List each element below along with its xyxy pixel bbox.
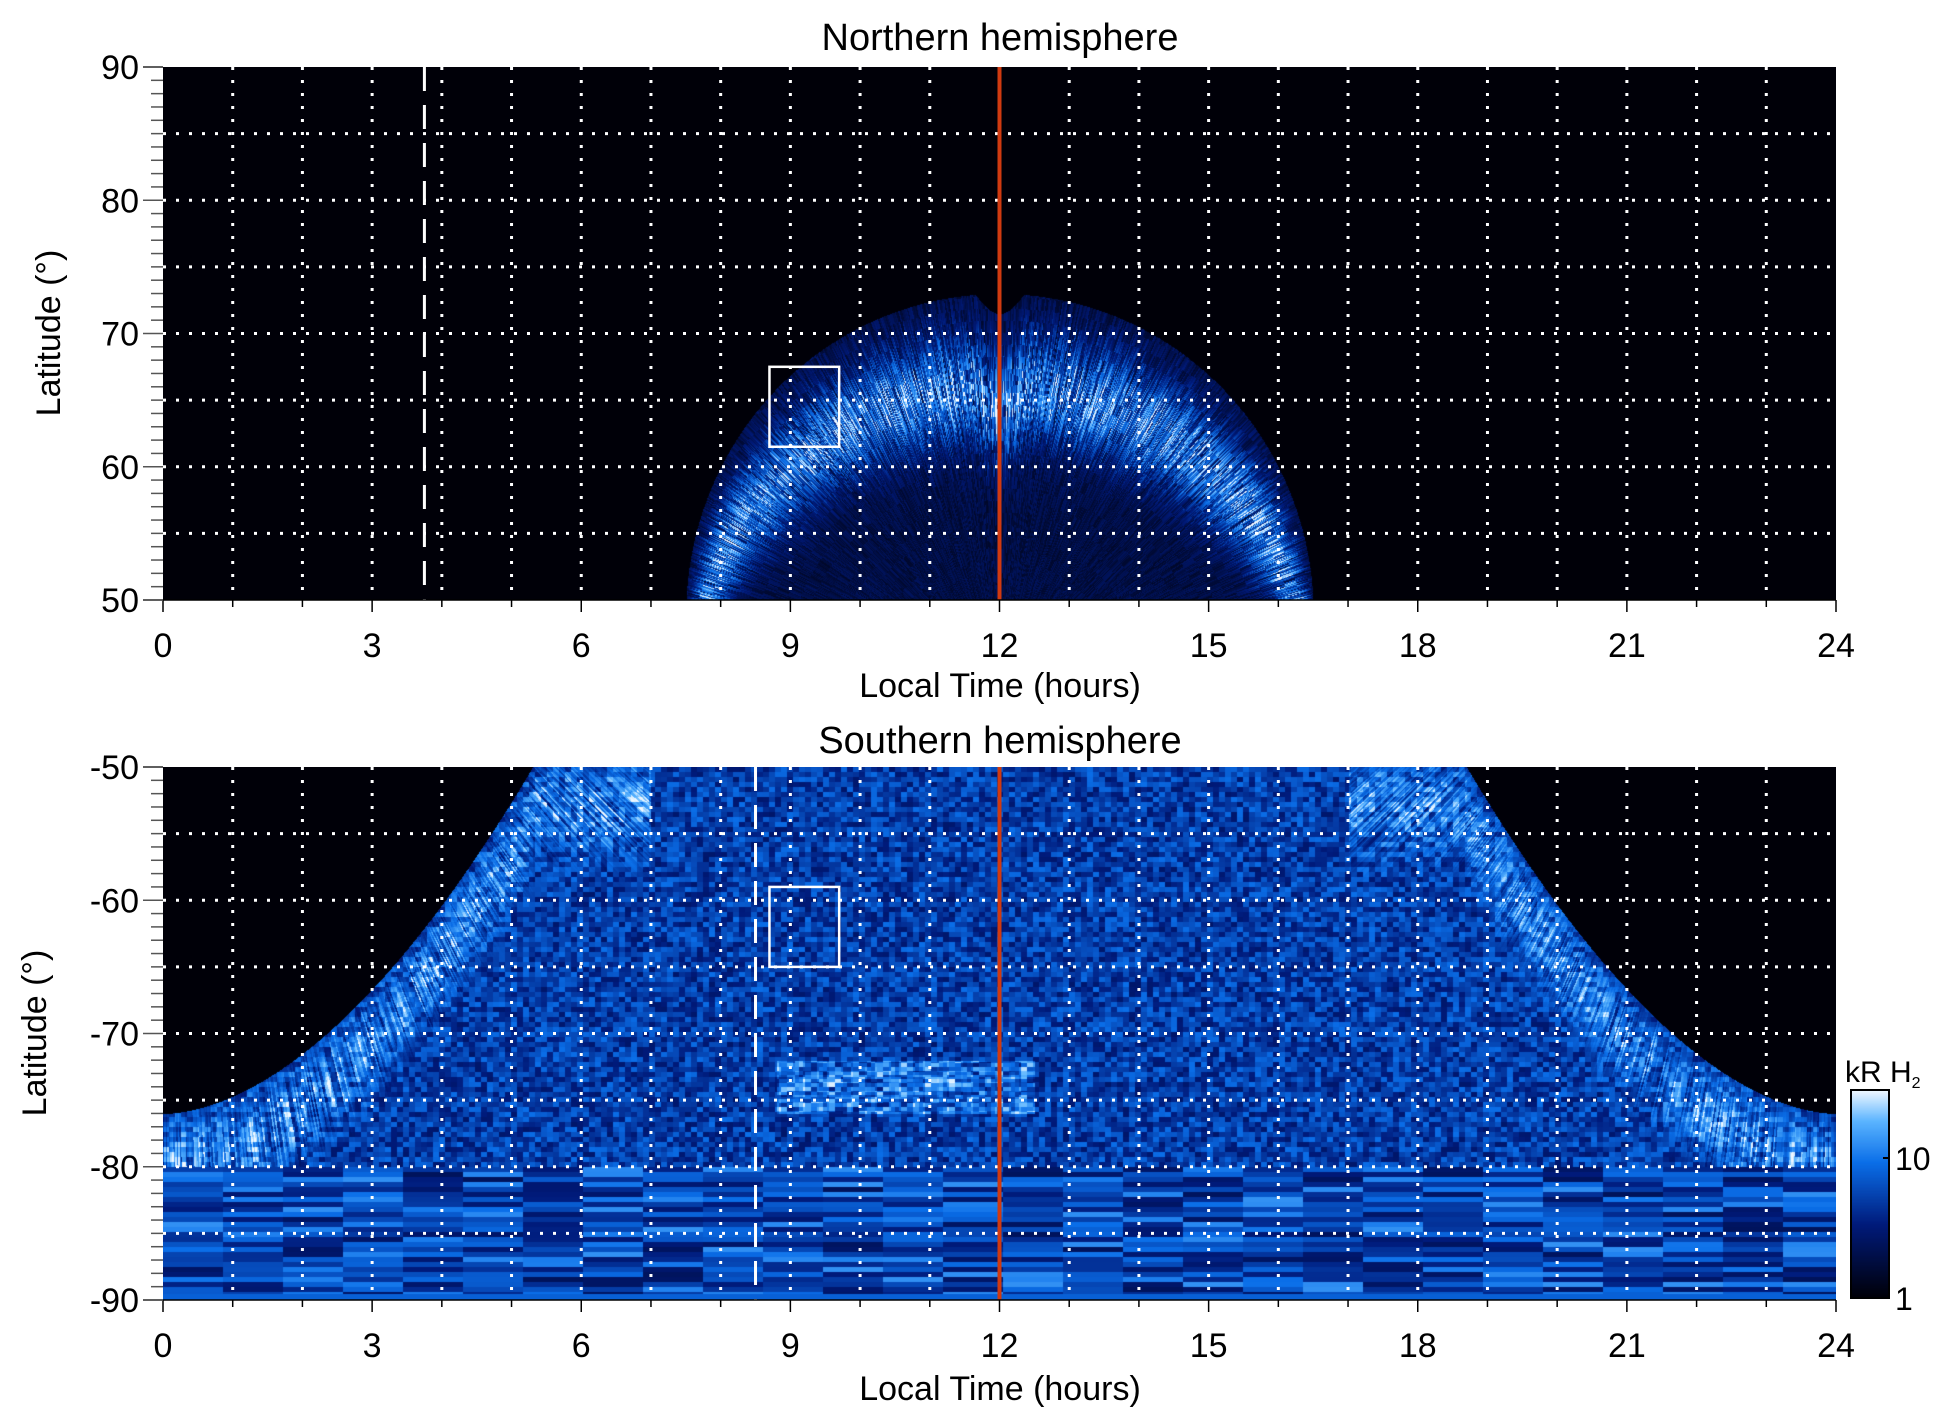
colorbar-tick-label-10: 10 <box>1895 1141 1931 1177</box>
x-tick-label: 21 <box>1608 1327 1646 1365</box>
y-tick-label: -50 <box>90 749 139 787</box>
y-tick-label: -90 <box>90 1282 139 1320</box>
north-title: Northern hemisphere <box>822 17 1179 59</box>
y-tick-label: -80 <box>90 1149 139 1187</box>
colorbar-gradient <box>1851 1090 1889 1298</box>
x-tick-label: 6 <box>572 1327 591 1365</box>
colorbar-label: kR H2 <box>1845 1056 1921 1092</box>
x-tick-label: 9 <box>781 1327 800 1365</box>
highlight-box <box>768 885 841 969</box>
north-axes: 0 3 6 9 12 15 18 21 24 50 60 70 80 90 <box>101 49 1855 665</box>
y-tick-label: 60 <box>101 449 139 487</box>
south-axes: 0 3 6 9 12 15 18 21 24 -90 -80 -70 -60 -50 <box>90 749 1855 1365</box>
x-tick-label: 15 <box>1190 627 1228 665</box>
colorbar-tick-label-1: 1 <box>1895 1281 1913 1317</box>
x-tick-label: 0 <box>154 1327 173 1365</box>
x-tick-label: 18 <box>1399 1327 1437 1365</box>
north-ylabel: Latitude (°) <box>30 250 68 417</box>
x-tick-label: 3 <box>363 1327 382 1365</box>
south-title: Southern hemisphere <box>818 720 1181 762</box>
y-tick-label: 50 <box>101 582 139 620</box>
x-tick-label: 6 <box>572 627 591 665</box>
y-tick-label: 80 <box>101 182 139 220</box>
north-xlabel: Local Time (hours) <box>859 667 1141 705</box>
highlight-box <box>768 365 841 449</box>
x-tick-label: 12 <box>981 627 1019 665</box>
x-tick-label: 12 <box>981 1327 1019 1365</box>
x-tick-label: 9 <box>781 627 800 665</box>
x-tick-label: 3 <box>363 627 382 665</box>
y-tick-label: 70 <box>101 316 139 354</box>
y-tick-label: 90 <box>101 49 139 87</box>
x-tick-label: 24 <box>1817 1327 1855 1365</box>
x-tick-label: 15 <box>1190 1327 1228 1365</box>
colorbar-frame <box>1850 1089 1890 1299</box>
y-tick-label: -70 <box>90 1016 139 1054</box>
y-tick-label: -60 <box>90 882 139 920</box>
x-tick-label: 18 <box>1399 627 1437 665</box>
south-ylabel: Latitude (°) <box>16 950 54 1117</box>
x-tick-label: 24 <box>1817 627 1855 665</box>
south-xlabel: Local Time (hours) <box>859 1370 1141 1408</box>
x-tick-label: 0 <box>154 627 173 665</box>
x-tick-label: 21 <box>1608 627 1646 665</box>
